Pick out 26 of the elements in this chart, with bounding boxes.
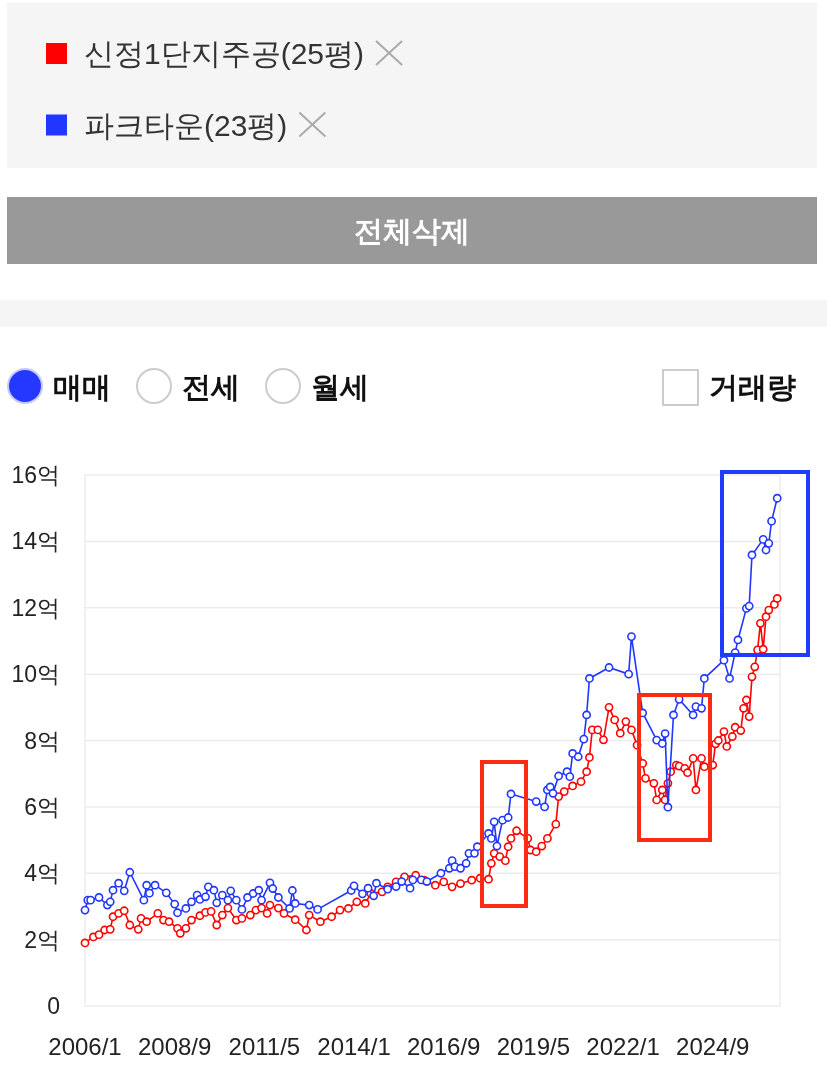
legend-item: 파크타운(23평) <box>46 108 327 142</box>
radio: 월세 <box>265 368 369 404</box>
legend-item: 신정1단지주공(25평) <box>46 37 404 70</box>
y-tick-label: 14억 <box>11 528 60 555</box>
y-tick-label: 0 <box>47 993 60 1019</box>
checkbox: 거래량 <box>662 369 796 406</box>
x-tick-label: 2006/1 <box>48 1033 122 1060</box>
x-tick-label: 2022/1 <box>586 1033 660 1060</box>
y-tick-label: 16억 <box>11 462 60 488</box>
y-tick-label: 2억 <box>24 926 60 953</box>
x-tick-label: 2019/5 <box>496 1033 571 1060</box>
radio: 매매 <box>7 368 111 404</box>
y-tick-label: 4억 <box>24 860 60 887</box>
x-tick-label: 2014/1 <box>317 1033 391 1060</box>
y-tick-label: 8억 <box>24 727 60 754</box>
x-tick-label: 2008/9 <box>137 1033 212 1060</box>
x-tick-label: 2024/9 <box>676 1033 750 1060</box>
x-tick-label: 2011/5 <box>228 1033 301 1060</box>
radio: 전세 <box>136 368 240 404</box>
button: 전체삭제 <box>7 197 817 264</box>
y-tick-label: 6억 <box>24 793 60 820</box>
y-tick-label: 10억 <box>11 661 60 688</box>
x-tick-label: 2016/9 <box>407 1033 481 1060</box>
legend-label: 파크타운(23평) <box>84 108 288 142</box>
legend-label: 신정1단지주공(25평) <box>84 37 365 70</box>
y-tick-label: 12억 <box>11 594 60 621</box>
